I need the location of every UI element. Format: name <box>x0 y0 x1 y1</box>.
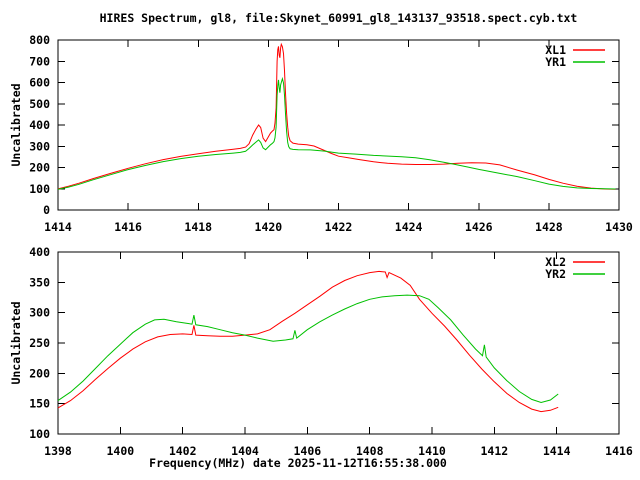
y-tick-label: 300 <box>29 306 50 320</box>
x-tick-label: 1414 <box>44 220 72 234</box>
chart-top: 1414 1416 1418 1420 1422 1424 1426 1428 1430 0 100… <box>29 33 633 234</box>
x-tick-label: 1426 <box>465 220 493 234</box>
chart-bottom: 1398 1400 1402 1404 1406 1408 1410 1412 1414 1416… <box>29 245 633 458</box>
x-tick-label: 1406 <box>293 444 321 458</box>
series-line-XL1 <box>57 42 616 190</box>
y-tick-label: 200 <box>29 366 50 380</box>
y-tick-label: 350 <box>29 275 50 289</box>
y-tick-label: 0 <box>43 203 50 217</box>
x-axis-label: Frequency(MHz) date 2025-11-12T16:55:38.… <box>149 456 447 470</box>
x-tick-label: 1412 <box>480 444 508 458</box>
x-tick-label: 1400 <box>106 444 134 458</box>
series-line-YR2 <box>57 294 559 404</box>
plot-border <box>57 251 620 435</box>
y-tick-label: 200 <box>29 161 50 175</box>
plot-border <box>57 39 620 211</box>
x-tick-label: 1408 <box>356 444 384 458</box>
x-tick-label: 1416 <box>114 220 142 234</box>
x-tick-label: 1430 <box>605 220 633 234</box>
x-tick-label: 1422 <box>325 220 353 234</box>
x-tick-label: 1428 <box>535 220 563 234</box>
series-line-XL2 <box>57 270 559 413</box>
legend-label-YR1: YR1 <box>545 55 566 69</box>
y-tick-label: 100 <box>29 182 50 196</box>
legend-label-YR2: YR2 <box>545 267 566 281</box>
x-tick-label: 1410 <box>418 444 446 458</box>
y-tick-label: 700 <box>29 54 50 68</box>
x-tick-label: 1402 <box>169 444 197 458</box>
x-tick-label: 1416 <box>605 444 633 458</box>
y-tick-label: 500 <box>29 97 50 111</box>
y-tick-label: 800 <box>29 33 50 47</box>
series-line-YR1 <box>57 76 616 190</box>
y-tick-label: 300 <box>29 139 50 153</box>
x-tick-label: 1418 <box>184 220 212 234</box>
x-tick-label: 1398 <box>44 444 72 458</box>
x-tick-label: 1414 <box>543 444 571 458</box>
x-tick-label: 1404 <box>231 444 259 458</box>
y-tick-label: 600 <box>29 76 50 90</box>
x-tick-label: 1424 <box>395 220 423 234</box>
y-tick-label: 250 <box>29 336 50 350</box>
y-tick-label: 150 <box>29 397 50 411</box>
y-tick-label: 100 <box>29 427 50 441</box>
plot-title: HIRES Spectrum, gl8, file:Skynet_60991_g… <box>99 11 578 25</box>
x-tick-label: 1420 <box>255 220 283 234</box>
y-tick-label: 400 <box>29 245 50 259</box>
legend-label-XL2: XL2 <box>545 255 566 269</box>
y-tick-label: 400 <box>29 118 50 132</box>
legend-label-XL1: XL1 <box>545 43 566 57</box>
